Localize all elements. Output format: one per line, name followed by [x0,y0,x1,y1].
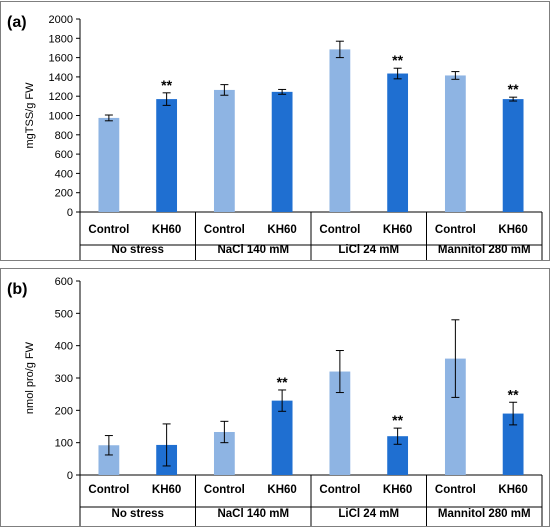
group-label: No stress [112,508,164,520]
category-label: Control [204,484,245,496]
y-tick-label: 400 [55,341,73,353]
bar [98,117,120,212]
category-label: KH60 [498,484,527,496]
significance-label: ** [161,77,172,93]
category-label: KH60 [498,224,527,236]
chart-a-svg: (a) mgTSS/g FW 0 200 400 600 800 1000 1200 1400 16… [7,14,543,260]
chart-panel-b: (b) nmol pro/g FW 0 100 200 300 400 500 600 No st… [0,268,550,527]
y-tick-label: 200 [55,405,73,417]
category-label: KH60 [267,224,296,236]
group-label: NaCl 140 mM [217,508,289,520]
category-label: KH60 [267,484,296,496]
group-label: Mannitol 280 mM [438,508,531,520]
group-label: LiCl 24 mM [338,508,399,520]
bar [156,99,178,212]
bar [271,400,293,475]
y-tick-label: 1200 [49,91,73,103]
category-label: Control [319,484,360,496]
bar [271,91,293,212]
bar [387,436,409,475]
group-label: Mannitol 280 mM [438,244,531,256]
chart-panel-a: (a) mgTSS/g FW 0 200 400 600 800 1000 1200 1400 16… [0,1,550,261]
chart-b-svg: (b) nmol pro/g FW 0 100 200 300 400 500 600 No st… [7,276,543,526]
y-tick-label: 0 [67,207,73,219]
y-tick-label: 400 [55,168,73,180]
panel-label: (b) [7,281,27,298]
category-label: KH60 [152,224,181,236]
y-tick-label: 300 [55,373,73,385]
bar [502,99,524,212]
bar [387,73,409,213]
category-label: KH60 [152,484,181,496]
y-tick-label: 1400 [49,72,73,84]
category-label: Control [319,224,360,236]
y-tick-label: 1600 [49,53,73,65]
group-label: No stress [112,244,164,256]
bar [329,371,351,475]
y-axis-title: nmol pro/g FW [24,341,36,414]
y-tick-label: 100 [55,438,73,450]
bar [213,89,235,212]
category-label: Control [204,224,245,236]
y-tick-label: 800 [55,130,73,142]
y-tick-label: 600 [55,276,73,288]
group-label: NaCl 140 mM [217,244,289,256]
significance-label: ** [508,81,519,97]
bar [329,49,351,213]
y-tick-label: 2000 [49,14,73,26]
panel-label: (a) [7,14,27,31]
group-label: LiCl 24 mM [338,244,399,256]
significance-label: ** [508,386,519,402]
significance-label: ** [277,374,288,390]
significance-label: ** [392,412,403,428]
y-tick-label: 600 [55,149,73,161]
y-tick-label: 0 [67,470,73,482]
y-axis-title: mgTSS/g FW [24,82,36,149]
y-tick-label: 1000 [49,111,73,123]
bar [444,358,466,475]
category-label: KH60 [383,224,412,236]
category-label: KH60 [383,484,412,496]
y-tick-label: 200 [55,188,73,200]
category-label: Control [435,484,476,496]
category-label: Control [435,224,476,236]
y-tick-label: 1800 [49,33,73,45]
category-label: Control [88,484,129,496]
bar [502,413,524,475]
bar [213,431,235,475]
bar [444,75,466,212]
significance-label: ** [392,52,403,68]
bar [98,445,120,475]
category-label: Control [88,224,129,236]
y-tick-label: 500 [55,308,73,320]
